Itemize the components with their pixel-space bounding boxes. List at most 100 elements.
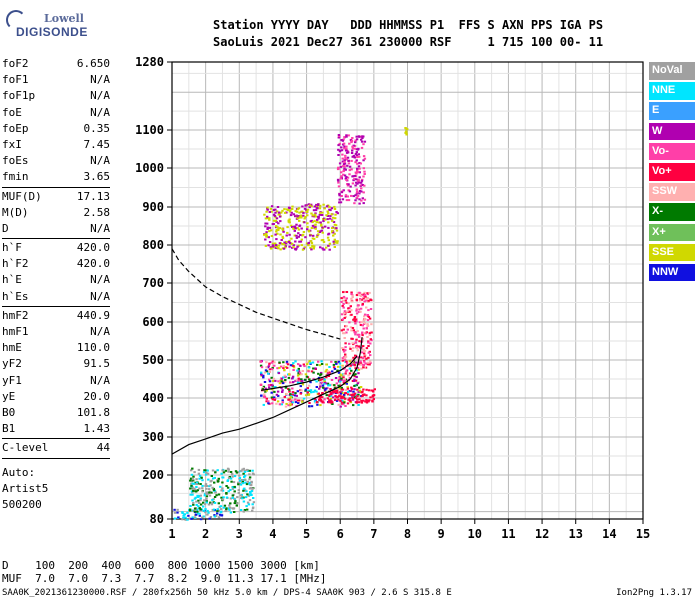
echo-point bbox=[265, 397, 268, 400]
echo-point bbox=[177, 516, 180, 519]
echo-point bbox=[366, 361, 370, 364]
echo-point bbox=[344, 195, 348, 198]
echo-point bbox=[358, 389, 362, 392]
echo-point bbox=[354, 153, 358, 155]
echo-point bbox=[273, 242, 277, 245]
echo-point bbox=[315, 235, 319, 238]
echo-point bbox=[294, 210, 297, 213]
echo-point bbox=[323, 207, 326, 210]
echo-point bbox=[343, 162, 347, 165]
echo-point bbox=[340, 301, 343, 303]
echo-point bbox=[339, 405, 342, 408]
echo-point bbox=[405, 133, 408, 136]
echo-point bbox=[249, 483, 252, 486]
echo-point bbox=[199, 503, 203, 506]
echo-point bbox=[341, 388, 345, 391]
param-row: foE N/A bbox=[2, 106, 110, 122]
echo-point bbox=[315, 221, 318, 224]
echo-point bbox=[292, 381, 295, 384]
y-tick-label: 900 bbox=[142, 200, 164, 214]
echo-point bbox=[298, 224, 302, 227]
echo-point bbox=[318, 364, 322, 367]
echo-point bbox=[205, 469, 208, 472]
echo-point bbox=[230, 480, 233, 483]
echo-point bbox=[329, 393, 332, 396]
echo-point bbox=[231, 473, 234, 475]
echo-point bbox=[287, 240, 290, 243]
echo-point bbox=[252, 501, 256, 504]
echo-point bbox=[341, 399, 344, 402]
profile-line-1 bbox=[171, 337, 363, 455]
echo-point bbox=[323, 380, 326, 382]
echo-point bbox=[189, 487, 192, 490]
echo-point bbox=[298, 216, 301, 219]
echo-point bbox=[182, 514, 185, 517]
echo-point bbox=[271, 360, 275, 363]
echo-point bbox=[343, 159, 346, 162]
echo-point bbox=[326, 382, 330, 385]
echo-point bbox=[351, 149, 354, 152]
param-row: h`F2 420.0 bbox=[2, 257, 110, 273]
echo-point bbox=[225, 496, 229, 499]
echo-point bbox=[369, 308, 373, 310]
x-tick-label: 2 bbox=[202, 527, 209, 541]
echo-point bbox=[271, 242, 275, 245]
echo-point bbox=[232, 507, 236, 510]
echo-point bbox=[204, 492, 208, 495]
echo-point bbox=[360, 181, 363, 184]
auto-line1: Auto: bbox=[2, 465, 36, 479]
echo-point bbox=[304, 215, 307, 218]
param-separator bbox=[2, 305, 110, 309]
echo-point bbox=[291, 242, 294, 245]
echo-point bbox=[327, 212, 330, 215]
echo-point bbox=[295, 223, 298, 226]
echo-point bbox=[272, 213, 276, 216]
param-key: hmF2 bbox=[2, 308, 29, 322]
echo-point bbox=[298, 240, 301, 243]
echo-point bbox=[342, 295, 346, 298]
echo-point bbox=[340, 146, 343, 149]
echo-point bbox=[264, 238, 267, 241]
echo-point bbox=[190, 482, 193, 485]
echo-point bbox=[270, 376, 273, 379]
echo-point bbox=[189, 477, 193, 480]
echo-point bbox=[329, 394, 333, 397]
chart-grid bbox=[171, 62, 644, 519]
echo-point bbox=[359, 362, 363, 365]
param-value: N/A bbox=[90, 325, 110, 338]
echo-point bbox=[354, 341, 357, 344]
echo-point bbox=[341, 395, 344, 398]
echo-point bbox=[282, 380, 285, 382]
echo-point bbox=[205, 471, 208, 474]
echo-point bbox=[210, 503, 214, 506]
echo-point bbox=[305, 375, 309, 378]
echo-point bbox=[264, 390, 267, 393]
echo-point bbox=[265, 231, 268, 234]
echo-point bbox=[348, 173, 351, 176]
echo-point bbox=[346, 402, 350, 405]
echo-point bbox=[267, 365, 270, 368]
lowell-digisonde-logo: Lowell DIGISONDE bbox=[4, 6, 114, 40]
echo-point bbox=[338, 394, 341, 397]
echo-point bbox=[344, 346, 347, 349]
echo-point bbox=[266, 217, 270, 220]
echo-point bbox=[355, 312, 359, 315]
echo-point bbox=[285, 362, 289, 365]
echo-point bbox=[291, 226, 294, 228]
echo-point bbox=[305, 361, 308, 364]
echo-point bbox=[226, 480, 229, 482]
echo-point bbox=[352, 318, 355, 321]
echo-point bbox=[268, 211, 271, 213]
echo-point bbox=[213, 481, 216, 484]
echo-point bbox=[325, 394, 328, 397]
echo-point bbox=[217, 480, 220, 483]
echo-point bbox=[272, 209, 276, 211]
echo-point bbox=[317, 392, 320, 395]
echo-point bbox=[356, 171, 360, 174]
echo-point bbox=[288, 388, 291, 391]
echo-point bbox=[233, 490, 236, 493]
echo-point bbox=[191, 516, 194, 519]
echo-point bbox=[344, 156, 347, 159]
echo-point bbox=[305, 363, 309, 366]
echo-point bbox=[350, 297, 353, 300]
